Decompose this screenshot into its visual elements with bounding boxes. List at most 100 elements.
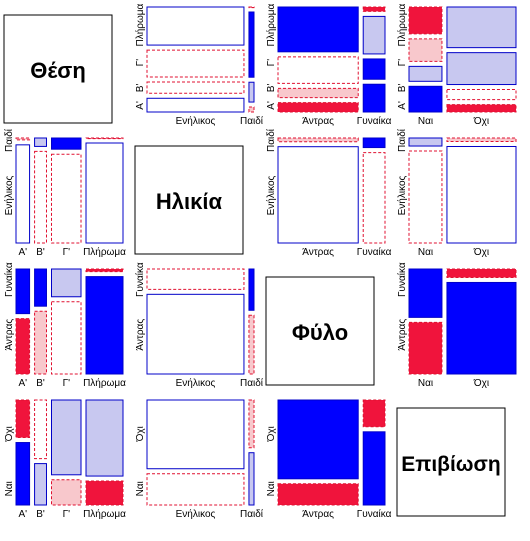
mosaic-tile-φύλο-άντρας-θέση-πλήρωμα [277,6,359,53]
mosaic-tile-επιβίωση-όχι-ηλικία-παιδί [446,137,517,142]
mosaic-tile-θέση-γ-φύλο-άντρας [51,301,82,375]
x-tick-label-πλήρωμα: Πλήρωμα [83,508,126,520]
mosaic-tile-θέση-πλήρωμα-φύλο-γυναίκα [85,268,124,273]
mosaic-tile-θέση-γ-ηλικία-παιδί [51,137,82,150]
y-tick-label-παιδί: Παιδί [265,128,277,152]
mosaic-tile-θέση-α-ηλικία-παιδί [15,137,31,141]
mosaic-tile-θέση-α-φύλο-γυναίκα [15,268,31,315]
mosaic-tile-θέση-πλήρωμα-επιβίωση-ναι [85,480,124,506]
y-tick-label-ενήλικος: Ενήλικος [396,175,408,215]
mosaic-tile-ηλικία-ενήλικος-φύλο-άντρας [146,293,245,375]
x-tick-label-όχι: Όχι [473,378,489,389]
mosaic-tile-θέση-πλήρωμα-ηλικία-ενήλικος [85,142,124,244]
x-tick-label-α: Α' [19,247,28,258]
mosaic-tile-φύλο-άντρας-θέση-α [277,102,359,113]
y-tick-label-α: Α' [397,101,408,110]
y-tick-label-όχι: Όχι [266,426,277,442]
y-tick-label-άντρας: Άντρας [397,319,408,351]
y-tick-label-ενήλικος: Ενήλικος [265,175,277,215]
mosaic-tile-φύλο-άντρας-θέση-γ [277,56,359,84]
diagonal-panel-επιβίωση [396,407,506,517]
mosaic-tile-ηλικία-παιδί-φύλο-άντρας [248,314,255,375]
variable-name-επιβίωση: Επιβίωση [401,453,501,476]
y-tick-label-γ: Γ' [135,59,146,67]
mosaic-tile-φύλο-γυναίκα-θέση-πλήρωμα [362,6,386,12]
x-tick-label-πλήρωμα: Πλήρωμα [83,246,126,258]
mosaic-tile-φύλο-γυναίκα-ηλικία-ενήλικος [362,152,386,244]
y-tick-label-α: Α' [135,101,146,110]
x-tick-label-άντρας: Άντρας [302,509,334,520]
y-tick-label-άντρας: Άντρας [135,319,146,351]
y-tick-label-γ: Γ' [266,59,277,67]
mosaic-tile-ηλικία-ενήλικος-επιβίωση-ναι [146,473,245,506]
mosaic-tile-επιβίωση-ναι-θέση-γ [408,38,443,62]
x-tick-label-β: Β' [36,247,45,258]
y-tick-label-ναι: Ναι [4,481,15,496]
variable-name-θέση: Θέση [30,58,86,83]
y-tick-label-ναι: Ναι [135,481,146,496]
y-tick-label-πλήρωμα: Πλήρωμα [396,3,408,46]
mosaic-tile-θέση-β-ηλικία-παιδί [34,137,47,147]
mosaic-tile-επιβίωση-ναι-φύλο-άντρας [408,321,443,375]
y-tick-label-όχι: Όχι [135,426,146,442]
mosaic-tile-επιβίωση-όχι-θέση-πλήρωμα [446,6,517,49]
mosaic-tile-επιβίωση-ναι-θέση-πλήρωμα [408,6,443,35]
y-tick-label-πλήρωμα: Πλήρωμα [265,3,277,46]
mosaic-tile-ηλικία-παιδί-θέση-β [248,81,255,103]
mosaic-tile-επιβίωση-ναι-φύλο-γυναίκα [408,268,443,318]
mosaic-tile-θέση-α-επιβίωση-ναι [15,442,31,506]
mosaic-tile-ηλικία-παιδί-επιβίωση-όχι [248,399,255,449]
mosaic-tile-ηλικία-ενήλικος-θέση-α [146,97,245,113]
mosaic-tile-φύλο-άντρας-ηλικία-παιδί [277,137,359,143]
x-tick-label-β: Β' [36,509,45,520]
mosaic-tile-επιβίωση-όχι-θέση-α [446,104,517,113]
mosaic-tile-φύλο-γυναίκα-θέση-γ [362,15,386,55]
x-tick-label-α: Α' [19,509,28,520]
y-tick-label-β: Β' [135,84,146,93]
x-tick-label-γυναίκα: Γυναίκα [357,246,392,258]
x-tick-label-ναι: Ναι [418,378,433,389]
x-tick-label-άντρας: Άντρας [302,116,334,127]
mosaic-tile-ηλικία-ενήλικος-φύλο-γυναίκα [146,268,245,290]
mosaic-tile-φύλο-γυναίκα-επιβίωση-όχι [362,399,386,428]
y-tick-label-ενήλικος: Ενήλικος [3,175,15,215]
x-tick-label-όχι: Όχι [473,116,489,127]
x-tick-label-γυναίκα: Γυναίκα [357,508,392,520]
x-tick-label-ναι: Ναι [418,116,433,127]
mosaic-tile-θέση-β-φύλο-γυναίκα [34,268,47,307]
mosaic-tile-ηλικία-ενήλικος-θέση-πλήρωμα [146,6,245,46]
y-tick-label-πλήρωμα: Πλήρωμα [134,3,146,46]
y-tick-label-παιδί: Παιδί [396,128,408,152]
mosaic-tile-επιβίωση-όχι-θέση-γ [446,52,517,86]
x-tick-label-ενήλικος: Ενήλικος [176,115,216,127]
mosaic-tile-θέση-α-ηλικία-ενήλικος [15,144,31,244]
mosaic-tile-φύλο-άντρας-επιβίωση-ναι [277,483,359,506]
x-tick-label-παιδί: Παιδί [240,377,264,389]
mosaic-tile-θέση-β-επιβίωση-ναι [34,463,47,506]
y-tick-label-άντρας: Άντρας [4,319,15,351]
mosaic-tile-θέση-α-φύλο-άντρας [15,318,31,375]
mosaic-tile-θέση-γ-φύλο-γυναίκα [51,268,82,298]
y-tick-label-β: Β' [266,84,277,93]
y-tick-label-γυναίκα: Γυναίκα [3,262,15,297]
mosaic-tile-θέση-γ-επιβίωση-ναι [51,479,82,506]
x-tick-label-ενήλικος: Ενήλικος [176,508,216,520]
mosaic-tile-ηλικία-ενήλικος-επιβίωση-όχι [146,399,245,470]
mosaic-tile-θέση-γ-ηλικία-ενήλικος [51,153,82,244]
mosaic-tile-θέση-πλήρωμα-φύλο-άντρας [85,276,124,375]
mosaic-tile-φύλο-γυναίκα-θέση-α [362,83,386,113]
mosaic-tile-επιβίωση-όχι-θέση-β [446,89,517,101]
variable-name-φύλο: Φύλο [292,320,348,345]
mosaic-tile-ηλικία-ενήλικος-θέση-β [146,81,245,94]
y-tick-label-γυναίκα: Γυναίκα [134,262,146,297]
mosaic-tile-επιβίωση-ναι-θέση-β [408,65,443,82]
mosaic-tile-επιβίωση-όχι-φύλο-άντρας [446,281,517,375]
mosaic-tile-φύλο-άντρας-ηλικία-ενήλικος [277,146,359,244]
mosaic-tile-φύλο-άντρας-επιβίωση-όχι [277,399,359,480]
mosaic-tile-θέση-β-φύλο-άντρας [34,310,47,375]
mosaic-tile-θέση-β-ηλικία-ενήλικος [34,150,47,244]
diagonal-panel-ηλικία [134,145,244,255]
x-tick-label-α: Α' [19,378,28,389]
variable-name-ηλικία: Ηλικία [156,189,223,214]
